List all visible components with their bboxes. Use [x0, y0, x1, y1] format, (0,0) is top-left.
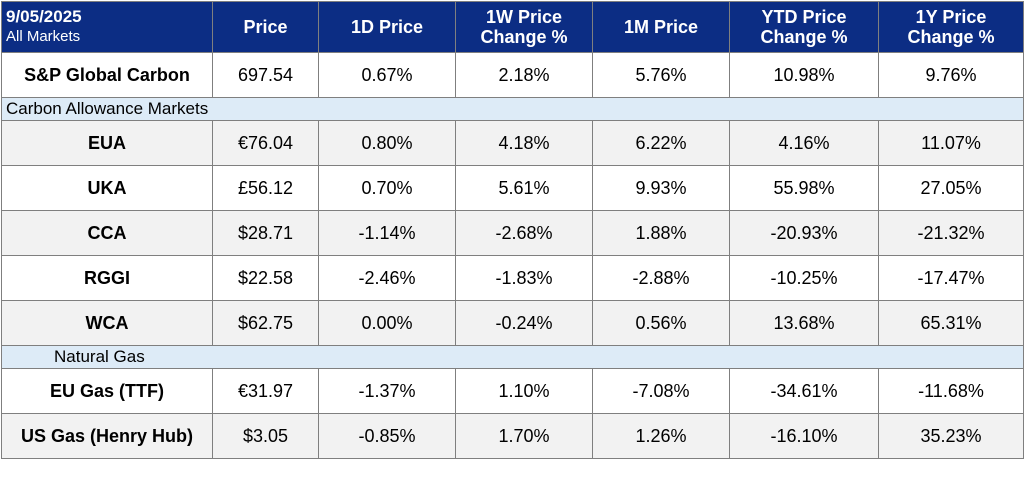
cell-1y-change: -11.68%: [878, 368, 1024, 414]
market-table: 9/05/2025 All Markets Price 1D Price 1W …: [1, 1, 1024, 459]
cell-1y-change: 9.76%: [878, 52, 1024, 98]
section-row: Natural Gas: [1, 345, 1024, 369]
row-name: US Gas (Henry Hub): [1, 413, 213, 459]
row-name: S&P Global Carbon: [1, 52, 213, 98]
cell-1w-change: -0.24%: [455, 300, 593, 346]
cell-ytd-change: -10.25%: [729, 255, 879, 301]
cell-1w-change: 5.61%: [455, 165, 593, 211]
cell-ytd-change: 13.68%: [729, 300, 879, 346]
cell-1m-price: 9.93%: [592, 165, 730, 211]
table-row: RGGI $22.58 -2.46% -1.83% -2.88% -10.25% -17.4…: [1, 255, 1024, 301]
cell-price: 697.54: [212, 52, 319, 98]
column-header-1w-change: 1W Price Change %: [455, 1, 593, 53]
cell-ytd-change: 55.98%: [729, 165, 879, 211]
table-row: CCA $28.71 -1.14% -2.68% 1.88% -20.93% -21.32%: [1, 210, 1024, 256]
cell-1w-change: 1.70%: [455, 413, 593, 459]
cell-ytd-change: -20.93%: [729, 210, 879, 256]
cell-ytd-change: 4.16%: [729, 120, 879, 166]
cell-1m-price: -2.88%: [592, 255, 730, 301]
cell-1m-price: 0.56%: [592, 300, 730, 346]
cell-1w-change: -1.83%: [455, 255, 593, 301]
column-header-1y-change: 1Y Price Change %: [878, 1, 1024, 53]
row-name: WCA: [1, 300, 213, 346]
cell-ytd-change: -16.10%: [729, 413, 879, 459]
cell-1d-price: 0.67%: [318, 52, 456, 98]
cell-1w-change: 2.18%: [455, 52, 593, 98]
table-row: UKA £56.12 0.70% 5.61% 9.93% 55.98% 27.05%: [1, 165, 1024, 211]
table-row: EUA €76.04 0.80% 4.18% 6.22% 4.16% 11.07%: [1, 120, 1024, 166]
cell-1d-price: 0.80%: [318, 120, 456, 166]
table-row: WCA $62.75 0.00% -0.24% 0.56% 13.68% 65.31%: [1, 300, 1024, 346]
report-subtitle: All Markets: [6, 28, 81, 45]
header-row: 9/05/2025 All Markets Price 1D Price 1W …: [1, 1, 1024, 53]
column-header-1d-price: 1D Price: [318, 1, 456, 53]
row-name: UKA: [1, 165, 213, 211]
table-row: US Gas (Henry Hub) $3.05 -0.85% 1.70% 1.26% -…: [1, 413, 1024, 459]
table-row: EU Gas (TTF) €31.97 -1.37% 1.10% -7.08% -34.6…: [1, 368, 1024, 414]
row-name: CCA: [1, 210, 213, 256]
header-date-cell: 9/05/2025 All Markets: [1, 1, 213, 53]
cell-1d-price: 0.00%: [318, 300, 456, 346]
cell-price: $28.71: [212, 210, 319, 256]
cell-ytd-change: -34.61%: [729, 368, 879, 414]
cell-1y-change: -17.47%: [878, 255, 1024, 301]
column-header-price: Price: [212, 1, 319, 53]
cell-1y-change: 65.31%: [878, 300, 1024, 346]
cell-1w-change: 4.18%: [455, 120, 593, 166]
cell-price: $22.58: [212, 255, 319, 301]
cell-ytd-change: 10.98%: [729, 52, 879, 98]
cell-1m-price: 1.88%: [592, 210, 730, 256]
table-header: 9/05/2025 All Markets Price 1D Price 1W …: [1, 1, 1024, 53]
cell-1y-change: 27.05%: [878, 165, 1024, 211]
cell-1d-price: -1.37%: [318, 368, 456, 414]
cell-price: $3.05: [212, 413, 319, 459]
cell-1m-price: 6.22%: [592, 120, 730, 166]
section-row: Carbon Allowance Markets: [1, 97, 1024, 121]
cell-1w-change: 1.10%: [455, 368, 593, 414]
cell-price: €76.04: [212, 120, 319, 166]
column-header-ytd-change: YTD Price Change %: [729, 1, 879, 53]
cell-1d-price: -1.14%: [318, 210, 456, 256]
cell-1d-price: -0.85%: [318, 413, 456, 459]
cell-price: €31.97: [212, 368, 319, 414]
row-name: EUA: [1, 120, 213, 166]
cell-1m-price: 5.76%: [592, 52, 730, 98]
cell-1m-price: 1.26%: [592, 413, 730, 459]
table-body: S&P Global Carbon 697.54 0.67% 2.18% 5.76% 10…: [1, 52, 1024, 459]
row-name: EU Gas (TTF): [1, 368, 213, 414]
cell-1y-change: -21.32%: [878, 210, 1024, 256]
cell-1d-price: -2.46%: [318, 255, 456, 301]
table-row: S&P Global Carbon 697.54 0.67% 2.18% 5.76% 10…: [1, 52, 1024, 98]
cell-1y-change: 11.07%: [878, 120, 1024, 166]
cell-1d-price: 0.70%: [318, 165, 456, 211]
cell-price: £56.12: [212, 165, 319, 211]
column-header-1m-price: 1M Price: [592, 1, 730, 53]
row-name: RGGI: [1, 255, 213, 301]
cell-price: $62.75: [212, 300, 319, 346]
report-date: 9/05/2025: [6, 7, 82, 26]
cell-1y-change: 35.23%: [878, 413, 1024, 459]
section-label: Natural Gas: [1, 345, 1024, 369]
cell-1m-price: -7.08%: [592, 368, 730, 414]
section-label: Carbon Allowance Markets: [1, 97, 1024, 121]
cell-1w-change: -2.68%: [455, 210, 593, 256]
